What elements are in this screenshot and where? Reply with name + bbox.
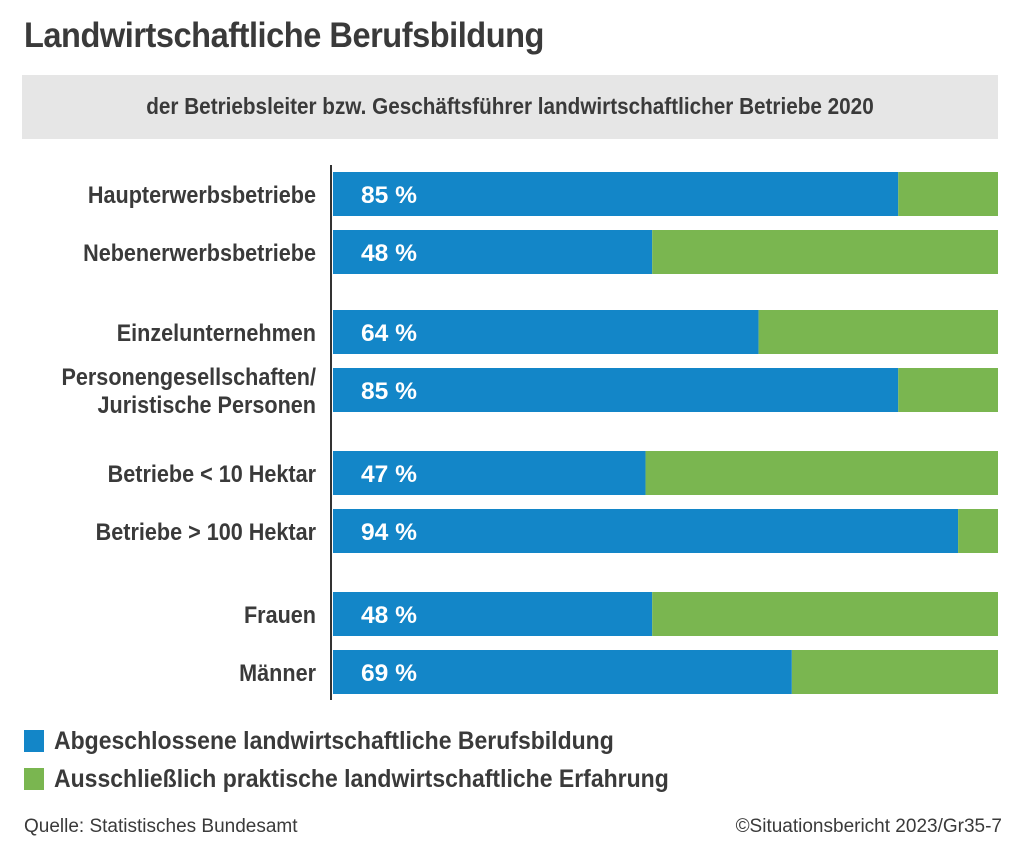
data-label: 85 %: [361, 378, 417, 405]
subtitle-bar: der Betriebsleiter bzw. Geschäftsführer …: [22, 75, 998, 139]
data-label: 47 %: [361, 461, 417, 488]
category-label: Einzelunternehmen: [117, 320, 316, 347]
category-label: Nebenerwerbsbetriebe: [83, 240, 316, 267]
category-label: Betriebe > 100 Hektar: [96, 519, 316, 546]
bar-segment-berufsbildung: [333, 509, 959, 553]
category-label: Juristische Personen: [98, 392, 316, 419]
bar-segment-erfahrung: [791, 650, 998, 694]
bar-segment-berufsbildung: [333, 310, 759, 354]
data-label: 48 %: [361, 240, 417, 267]
bar-segment-erfahrung: [958, 509, 998, 553]
bar-segment-erfahrung: [898, 368, 998, 412]
chart-title: Landwirtschaftliche Berufsbildung: [24, 16, 544, 55]
data-label: 64 %: [361, 320, 417, 347]
bar-segment-erfahrung: [652, 230, 998, 274]
category-label: Personengesellschaften/: [61, 364, 316, 391]
bar-segment-erfahrung: [758, 310, 998, 354]
chart-subtitle: der Betriebsleiter bzw. Geschäftsführer …: [146, 93, 874, 119]
data-label: 85 %: [361, 182, 417, 209]
data-label: 94 %: [361, 519, 417, 546]
category-label: Frauen: [244, 602, 316, 629]
copyright-note: ©Situationsbericht 2023/Gr35-7: [735, 816, 1002, 837]
legend-label: Abgeschlossene landwirtschaftliche Beruf…: [54, 726, 614, 755]
data-label: 69 %: [361, 660, 417, 687]
category-label: Männer: [239, 660, 316, 687]
category-label: Betriebe < 10 Hektar: [108, 461, 316, 488]
bar-segment-berufsbildung: [333, 592, 653, 636]
bar-segment-berufsbildung: [333, 230, 653, 274]
category-label: Haupterwerbsbetriebe: [88, 182, 316, 209]
legend-item-erfahrung: Ausschließlich praktische landwirtschaft…: [24, 760, 722, 798]
bar-segment-berufsbildung: [333, 451, 646, 495]
source-note: Quelle: Statistisches Bundesamt: [24, 816, 298, 837]
legend-label: Ausschließlich praktische landwirtschaft…: [54, 764, 669, 793]
legend-item-berufsbildung: Abgeschlossene landwirtschaftliche Beruf…: [24, 722, 722, 760]
legend-swatch-green: [24, 768, 44, 790]
bar-segment-erfahrung: [652, 592, 998, 636]
legend: Abgeschlossene landwirtschaftliche Beruf…: [24, 722, 722, 798]
bar-segment-erfahrung: [898, 172, 998, 216]
bar-segment-berufsbildung: [333, 650, 792, 694]
bar-segment-berufsbildung: [333, 368, 899, 412]
legend-swatch-blue: [24, 730, 44, 752]
bar-segment-erfahrung: [645, 451, 998, 495]
bar-segment-berufsbildung: [333, 172, 899, 216]
data-label: 48 %: [361, 602, 417, 629]
